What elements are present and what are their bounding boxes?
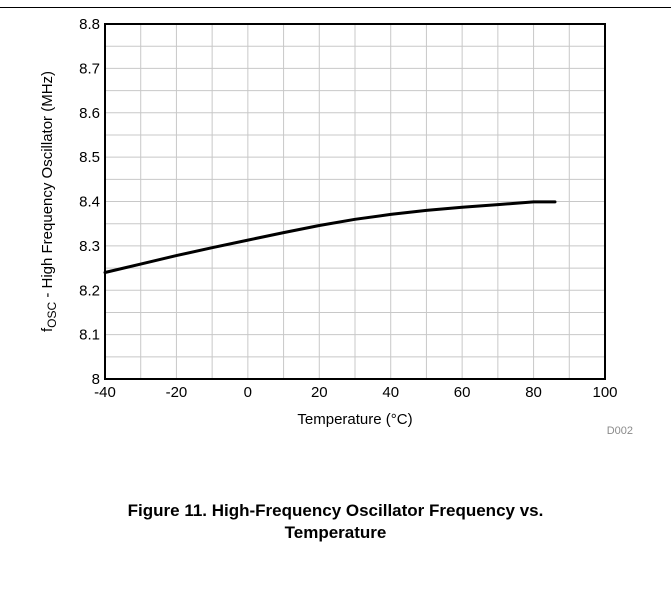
caption-line-1: Figure 11. High-Frequency Oscillator Fre… — [127, 501, 544, 520]
y-tick-label: 8.2 — [79, 282, 100, 299]
y-tick-label: 8.5 — [79, 149, 100, 166]
y-axis-ticks: 8 8.1 8.2 8.3 8.4 8.5 8.6 8.7 8.8 — [79, 16, 100, 388]
grid — [105, 24, 605, 379]
y-tick-label: 8.1 — [79, 327, 100, 344]
y-axis-label-main: f — [39, 327, 56, 332]
y-tick-label: 8.6 — [79, 105, 100, 122]
caption-line-2: Temperature — [284, 523, 387, 542]
chart: -40 -20 0 20 40 60 80 100 8 8.1 8.2 8.3 8.4 8.5 8.6 8.… — [39, 16, 633, 437]
y-tick-label: 8 — [92, 371, 100, 388]
x-tick-label: 100 — [592, 384, 617, 401]
y-tick-label: 8.3 — [79, 238, 100, 255]
plot-frame — [104, 23, 606, 380]
x-axis-ticks: -40 -20 0 20 40 60 80 100 — [94, 384, 617, 401]
series-line-0 — [103, 200, 557, 274]
y-axis-label-rest: - High Frequency Oscillator (MHz) — [39, 71, 56, 302]
x-tick-label: 60 — [454, 384, 471, 401]
x-tick-label: 0 — [244, 384, 252, 401]
figure-code: D002 — [607, 425, 633, 437]
x-tick-label: -40 — [94, 384, 116, 401]
y-axis-label-sub: OSC — [45, 302, 59, 328]
y-axis-label: fOSC - High Frequency Oscillator (MHz) — [39, 71, 59, 332]
figure-caption: Figure 11. High-Frequency Oscillator Fre… — [0, 500, 671, 544]
series-group — [103, 200, 557, 274]
x-tick-label: -20 — [166, 384, 188, 401]
x-tick-label: 20 — [311, 384, 328, 401]
top-rule — [0, 7, 671, 8]
y-tick-label: 8.8 — [79, 16, 100, 33]
x-tick-label: 80 — [525, 384, 542, 401]
x-axis-label: Temperature (°C) — [297, 411, 412, 428]
x-tick-label: 40 — [382, 384, 399, 401]
y-tick-label: 8.4 — [79, 194, 100, 211]
y-tick-label: 8.7 — [79, 60, 100, 77]
